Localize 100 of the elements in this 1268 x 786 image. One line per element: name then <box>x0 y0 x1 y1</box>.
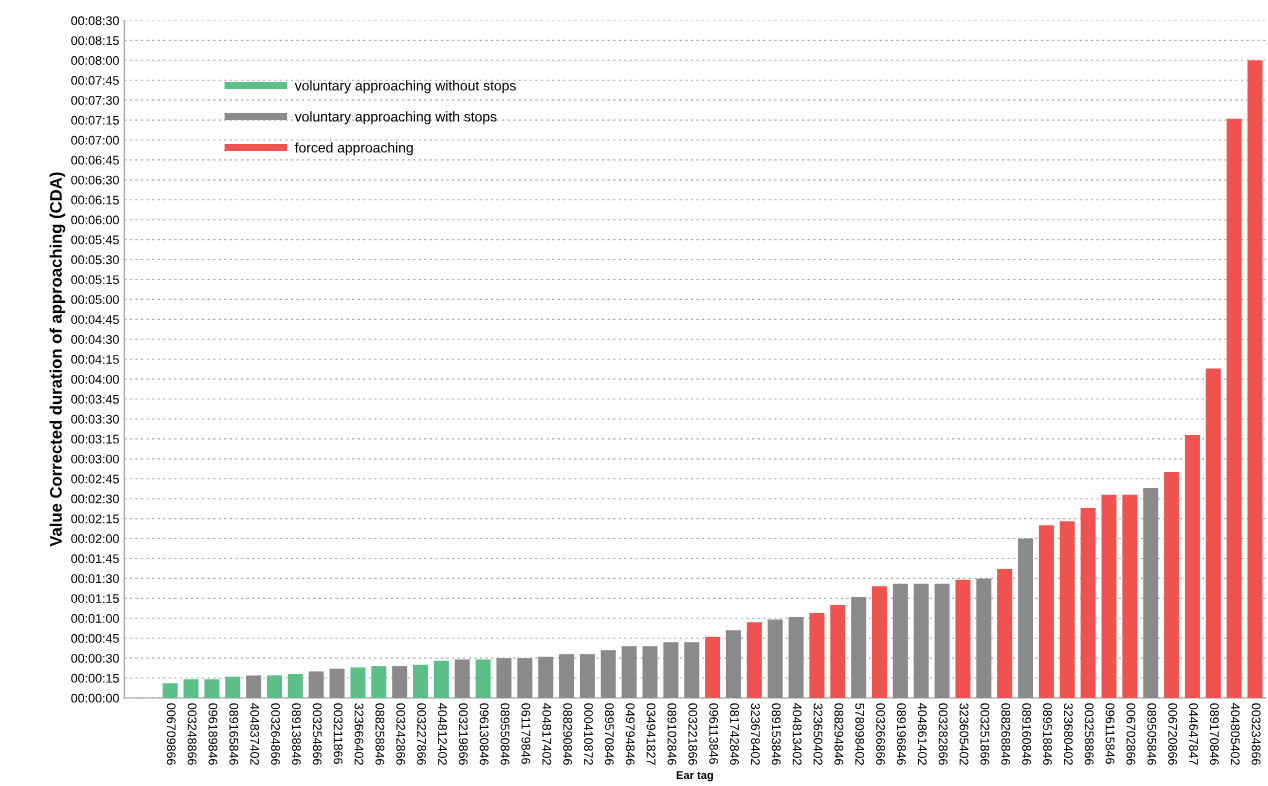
y-tick-label: 00:08:00 <box>71 56 119 65</box>
x-tick-label: 089570846 <box>604 703 614 765</box>
bar <box>371 666 387 698</box>
y-tick-label: 00:08:15 <box>71 36 119 46</box>
bar <box>266 675 282 698</box>
x-tick-label: 404817402 <box>542 703 552 765</box>
y-tick-label: 00:06:30 <box>71 175 119 185</box>
y-tick-label: 00:07:30 <box>71 95 119 105</box>
bar <box>433 660 449 698</box>
bar <box>538 656 554 698</box>
x-tick-label: 323605402 <box>959 703 969 765</box>
x-tick-label: 061179846 <box>521 703 531 764</box>
x-tick-label: 096189846 <box>208 703 218 765</box>
bar <box>162 683 178 698</box>
bar <box>579 654 595 698</box>
y-tick-label: 00:00:45 <box>71 633 119 643</box>
x-tick-label: 089102846 <box>667 703 677 765</box>
x-tick-label: 096113846 <box>709 703 719 764</box>
bar <box>913 583 929 698</box>
bar <box>496 658 512 698</box>
x-tick-label: 003266866 <box>876 703 885 765</box>
x-tick-label: 089153846 <box>771 703 781 765</box>
x-tick-label: 088258846 <box>375 703 385 765</box>
x-tick-label: 404805402 <box>1230 703 1240 765</box>
bar <box>767 619 783 698</box>
x-tick-label: 003254866 <box>312 703 322 765</box>
x-tick-label: 089196846 <box>897 703 906 765</box>
y-tick-label: 00:00:30 <box>71 653 119 663</box>
bar <box>1059 521 1075 698</box>
y-tick-label: 00:04:00 <box>71 374 119 384</box>
x-tick-label: 323650402 <box>813 703 823 765</box>
x-tick-label: 003219866 <box>458 703 468 765</box>
bar <box>350 667 366 698</box>
bar <box>1038 525 1054 698</box>
y-tick-label: 00:02:45 <box>71 474 119 484</box>
x-tick-label: 006709866 <box>166 703 176 765</box>
bar <box>642 646 658 698</box>
bar <box>976 578 992 698</box>
bar <box>892 583 908 698</box>
legend-label: voluntary approaching without stops <box>294 80 516 94</box>
y-tick-label: 00:02:00 <box>71 534 119 544</box>
bar <box>1164 472 1180 698</box>
y-tick-label: 00:00:15 <box>71 673 119 683</box>
bar <box>621 646 637 698</box>
bar <box>1143 488 1159 698</box>
bar <box>1122 494 1138 698</box>
y-tick-label: 00:04:15 <box>71 355 119 364</box>
x-tick-label: 081742846 <box>730 703 739 765</box>
bar <box>246 675 262 698</box>
x-tick-label: 089550846 <box>500 703 510 765</box>
bar <box>684 642 700 698</box>
y-tick-label: 00:05:00 <box>71 295 119 305</box>
bar <box>746 622 762 698</box>
x-tick-label: 003242866 <box>396 703 406 765</box>
bar <box>997 569 1013 698</box>
x-tick-label: 034941827 <box>646 703 656 765</box>
bar <box>1247 60 1263 698</box>
x-tick-label: 003264866 <box>271 703 280 765</box>
y-tick-label: 00:03:30 <box>71 414 119 424</box>
bar <box>600 650 616 698</box>
x-tick-label: 089170846 <box>1209 703 1219 765</box>
bar <box>1205 368 1221 698</box>
bar <box>1226 118 1242 698</box>
x-tick-label: 003258866 <box>1084 703 1094 765</box>
x-tick-label: 089138846 <box>291 703 301 765</box>
x-tick-label: 003221866 <box>688 703 698 765</box>
x-tick-label: 404813402 <box>792 703 802 765</box>
y-tick-label: 00:06:00 <box>71 215 119 225</box>
x-tick-label: 404861402 <box>917 703 927 765</box>
x-axis-title: Ear tag <box>676 771 713 782</box>
bar <box>1018 538 1034 698</box>
x-tick-label: 088294846 <box>834 703 844 765</box>
legend-label: voluntary approaching with stops <box>294 111 497 125</box>
y-tick-label: 00:01:45 <box>71 554 119 564</box>
bar <box>392 666 408 698</box>
bar <box>225 676 241 698</box>
bar <box>955 579 971 698</box>
bar <box>413 664 429 698</box>
y-tick-label: 00:03:45 <box>71 394 119 404</box>
y-tick-label: 00:06:15 <box>71 195 119 205</box>
x-tick-label: 088268846 <box>1001 703 1011 765</box>
y-tick-label: 00:07:15 <box>71 115 119 125</box>
x-tick-label: 006702866 <box>1126 703 1136 765</box>
x-tick-label: 404837402 <box>250 703 260 765</box>
bar <box>1101 494 1117 698</box>
x-tick-label: 003248866 <box>187 703 197 765</box>
bar <box>871 586 888 698</box>
y-tick-label: 00:00:00 <box>71 693 119 703</box>
y-tick-label: 00:02:30 <box>71 494 119 504</box>
x-tick-label: 096115846 <box>1105 703 1115 764</box>
x-tick-label: 006720866 <box>1168 703 1178 765</box>
bar <box>809 612 825 698</box>
bar <box>725 630 741 698</box>
y-axis-title: Value Corrected duration of approaching (CDA) <box>49 172 66 547</box>
y-tick-label: 00:04:30 <box>71 335 119 344</box>
x-tick-label: 578098402 <box>855 703 865 765</box>
y-tick-label: 00:07:45 <box>71 76 119 85</box>
y-tick-label: 00:02:15 <box>71 514 119 524</box>
y-tick-label: 00:08:30 <box>71 16 119 26</box>
bar <box>517 658 533 698</box>
